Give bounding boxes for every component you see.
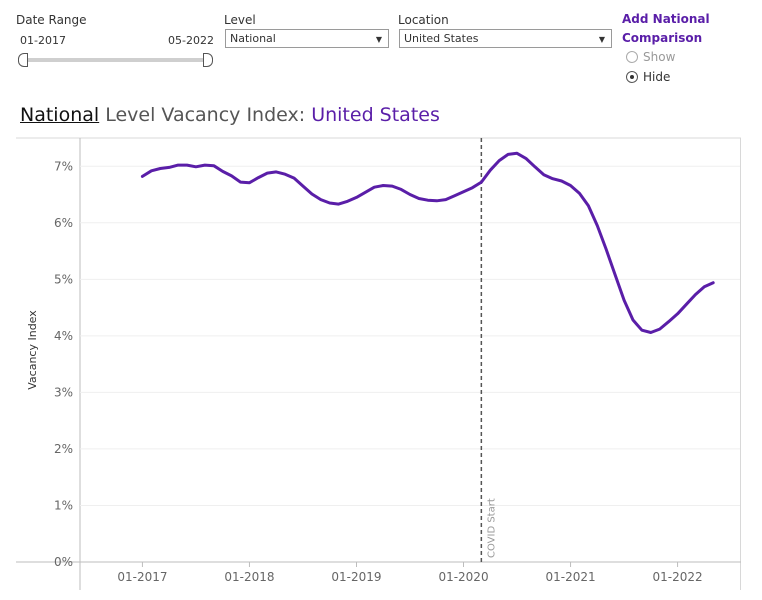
level-select-value: National: [230, 32, 276, 45]
location-label: Location: [398, 13, 449, 27]
x-tick-label: 01-2022: [652, 570, 702, 584]
level-label: Level: [224, 13, 256, 27]
location-select[interactable]: United States ▼: [399, 29, 612, 48]
chart-title-location: United States: [311, 104, 440, 126]
y-tick-label: 1%: [54, 498, 73, 512]
comparison-option-label: Hide: [643, 70, 671, 84]
date-range-start: 01-2017: [20, 34, 66, 47]
location-select-value: United States: [404, 32, 479, 45]
x-tick-label: 01-2021: [545, 570, 595, 584]
chart-title-middle: Level Vacancy Index:: [99, 104, 312, 126]
comparison-title-line2: Comparison: [622, 31, 703, 45]
comparison-title-line1: Add National: [622, 12, 710, 26]
chart-title-level: National: [20, 104, 100, 126]
date-range-slider[interactable]: [22, 58, 208, 62]
y-tick-label: 5%: [54, 272, 73, 286]
comparison-option-hide[interactable]: Hide: [626, 70, 670, 84]
y-tick-label: 7%: [54, 159, 73, 173]
x-tick-label: 01-2018: [224, 570, 274, 584]
y-axis-label: Vacancy Index: [26, 310, 39, 390]
radio-hide[interactable]: [626, 71, 638, 83]
y-tick-label: 4%: [54, 329, 73, 343]
series-line: [140, 151, 715, 334]
y-tick-label: 2%: [54, 442, 73, 456]
date-range-end: 05-2022: [168, 34, 214, 47]
level-select[interactable]: National ▼: [225, 29, 389, 48]
y-tick-label: 3%: [54, 385, 73, 399]
x-tick-label: 01-2019: [331, 570, 381, 584]
chevron-down-icon: ▼: [598, 35, 605, 44]
date-range-end-handle[interactable]: [203, 53, 213, 67]
x-tick-label: 01-2017: [117, 570, 167, 584]
comparison-option-show[interactable]: Show: [626, 50, 675, 64]
x-tick-label: 01-2020: [438, 570, 488, 584]
covid-start-label: COVID Start: [486, 498, 497, 558]
chevron-down-icon: ▼: [375, 35, 382, 44]
date-range-label: Date Range: [16, 13, 87, 27]
y-tick-label: 6%: [54, 216, 73, 230]
comparison-option-label: Show: [643, 50, 676, 64]
y-tick-label: 0%: [54, 555, 73, 569]
radio-show[interactable]: [626, 51, 638, 63]
chart-title: National Level Vacancy Index: United Sta…: [20, 104, 440, 126]
date-range-start-handle[interactable]: [18, 53, 28, 67]
